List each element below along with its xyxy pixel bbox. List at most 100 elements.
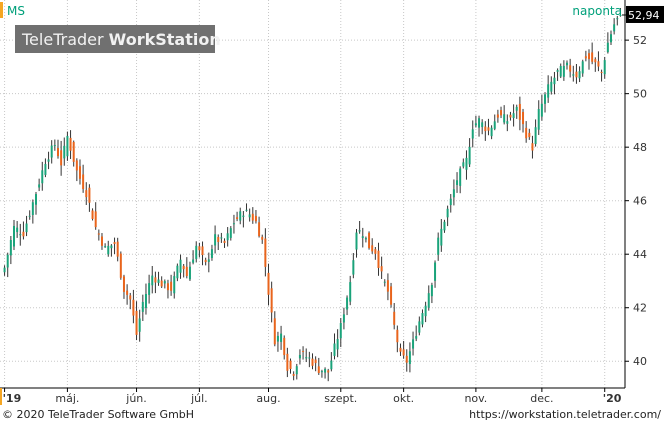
candle-body	[163, 281, 166, 284]
candle	[264, 228, 267, 277]
candle	[69, 130, 72, 159]
candle-body	[446, 208, 449, 218]
candle-body	[418, 321, 421, 333]
candle-body	[6, 254, 9, 268]
x-tick-label: jún.	[125, 392, 147, 405]
candle	[308, 351, 311, 368]
candle	[339, 318, 342, 348]
candle-body	[456, 180, 459, 185]
candle	[126, 284, 129, 305]
candle	[490, 125, 493, 140]
candle	[100, 233, 103, 250]
candle	[207, 252, 210, 273]
candle	[132, 289, 135, 324]
candle	[525, 121, 528, 143]
candle-body	[261, 236, 264, 240]
candle	[195, 241, 198, 263]
candle	[390, 282, 393, 308]
y-axis-ticks: 40 42 44 46 48 50 52	[625, 34, 647, 368]
candle-body	[443, 221, 446, 231]
candle-body	[302, 350, 305, 352]
candle	[60, 140, 63, 176]
candle-body	[393, 311, 396, 325]
x-tick-label: dec.	[530, 392, 553, 405]
candle-body	[116, 241, 119, 257]
candle-body	[176, 265, 179, 279]
candle	[402, 340, 405, 359]
candle-body	[110, 245, 113, 249]
candle	[443, 219, 446, 233]
candle	[38, 178, 41, 192]
candle	[242, 211, 245, 228]
candle	[415, 325, 418, 342]
candle-body	[44, 163, 47, 175]
candle	[506, 114, 509, 132]
candle	[78, 159, 81, 185]
candle-body	[550, 81, 553, 92]
candle	[412, 331, 415, 356]
candle	[465, 150, 468, 180]
candle-body	[204, 259, 207, 263]
candle-body	[358, 230, 361, 232]
candle	[566, 60, 569, 70]
candle	[515, 104, 518, 119]
candle	[138, 309, 141, 342]
candle	[386, 273, 389, 301]
candle-body	[283, 337, 286, 356]
candle-body	[616, 18, 619, 20]
candle-body	[188, 266, 191, 280]
candle-body	[503, 114, 506, 123]
candle-body	[25, 223, 28, 233]
candle	[113, 237, 116, 255]
candle	[421, 309, 424, 328]
candle	[104, 243, 107, 248]
candle-body	[556, 70, 559, 72]
candle	[6, 252, 9, 278]
candle	[418, 316, 421, 336]
candle-body	[518, 103, 521, 120]
candle-body	[371, 245, 374, 252]
candle	[591, 42, 594, 65]
candle	[31, 199, 34, 224]
candle	[434, 260, 437, 288]
candle-body	[562, 65, 565, 77]
candle	[440, 219, 443, 252]
candle	[176, 263, 179, 282]
candle	[374, 246, 377, 260]
candle-body	[254, 215, 257, 222]
candle-body	[471, 129, 474, 139]
candle-body	[540, 103, 543, 117]
candle	[94, 202, 97, 230]
candle-body	[72, 141, 75, 162]
candle-body	[572, 74, 575, 76]
candle-body	[320, 371, 323, 373]
candle-body	[141, 301, 144, 312]
candle-body	[317, 366, 320, 373]
candle	[481, 119, 484, 135]
candle	[286, 347, 289, 378]
candle	[405, 349, 408, 372]
candle	[327, 368, 330, 382]
candle-body	[349, 282, 352, 302]
candle-body	[201, 246, 204, 256]
source-url[interactable]: https://workstation.teletrader.com/	[469, 408, 661, 421]
candle	[531, 135, 534, 159]
candle	[459, 166, 462, 194]
candle	[569, 58, 572, 78]
candle	[346, 295, 349, 316]
candle	[478, 115, 481, 137]
candle	[352, 253, 355, 279]
candle	[229, 226, 232, 241]
candle-body	[85, 190, 88, 198]
candle	[468, 138, 471, 167]
candle	[267, 263, 270, 306]
candle	[280, 325, 283, 350]
candle	[544, 92, 547, 113]
y-tick-label: 48	[633, 141, 647, 154]
candle-body	[459, 168, 462, 186]
candle	[317, 357, 320, 375]
candle	[157, 271, 160, 286]
candle-body	[69, 137, 72, 151]
candle-body	[474, 123, 477, 126]
x-tick-label: '20	[603, 392, 622, 405]
